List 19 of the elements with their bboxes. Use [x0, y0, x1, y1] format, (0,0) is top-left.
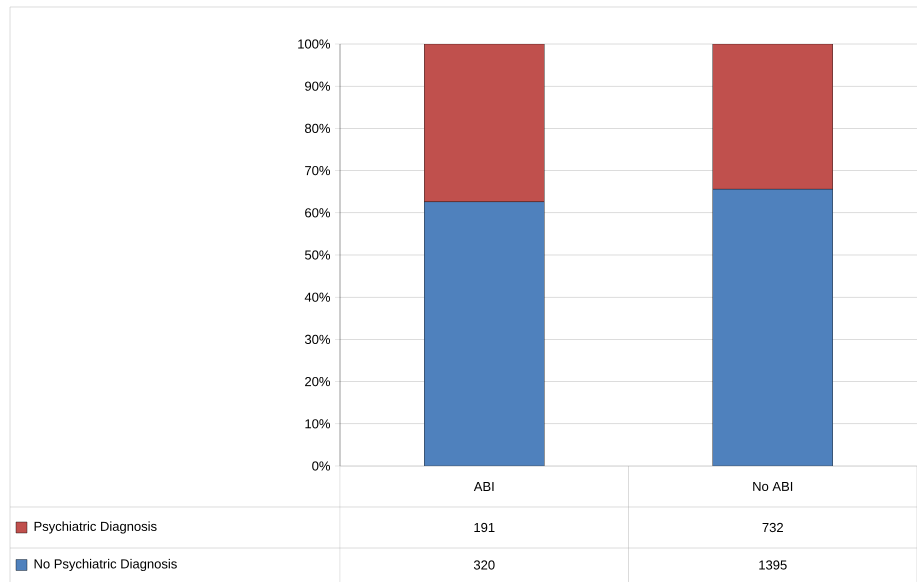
y-tick-label: 20% [305, 376, 330, 386]
y-tick-label: 30% [304, 334, 330, 344]
text: 191 [474, 522, 494, 532]
y-tick-label: 100% [298, 39, 330, 49]
x-tick-label: No ABI [753, 482, 792, 492]
y-tick-label: 10% [305, 419, 330, 428]
y-tick-label: 50% [304, 250, 330, 260]
x-tick-label: ABI [474, 482, 494, 491]
legend-label: Psychiatric Diagnosis [34, 521, 157, 534]
y-tick-label: 40% [304, 292, 330, 302]
y-tick-label: 90% [305, 82, 330, 91]
legend-label: No Psychiatric Diagnosis [34, 558, 177, 572]
text: 732 [762, 522, 783, 532]
y-tick-label: 80% [305, 124, 330, 133]
y-tick-label: 0% [312, 461, 330, 471]
text: 320 [474, 560, 495, 570]
y-tick-label: 70% [305, 166, 330, 176]
y-tick-label: 60% [305, 208, 330, 218]
text: 1395 [759, 560, 787, 570]
